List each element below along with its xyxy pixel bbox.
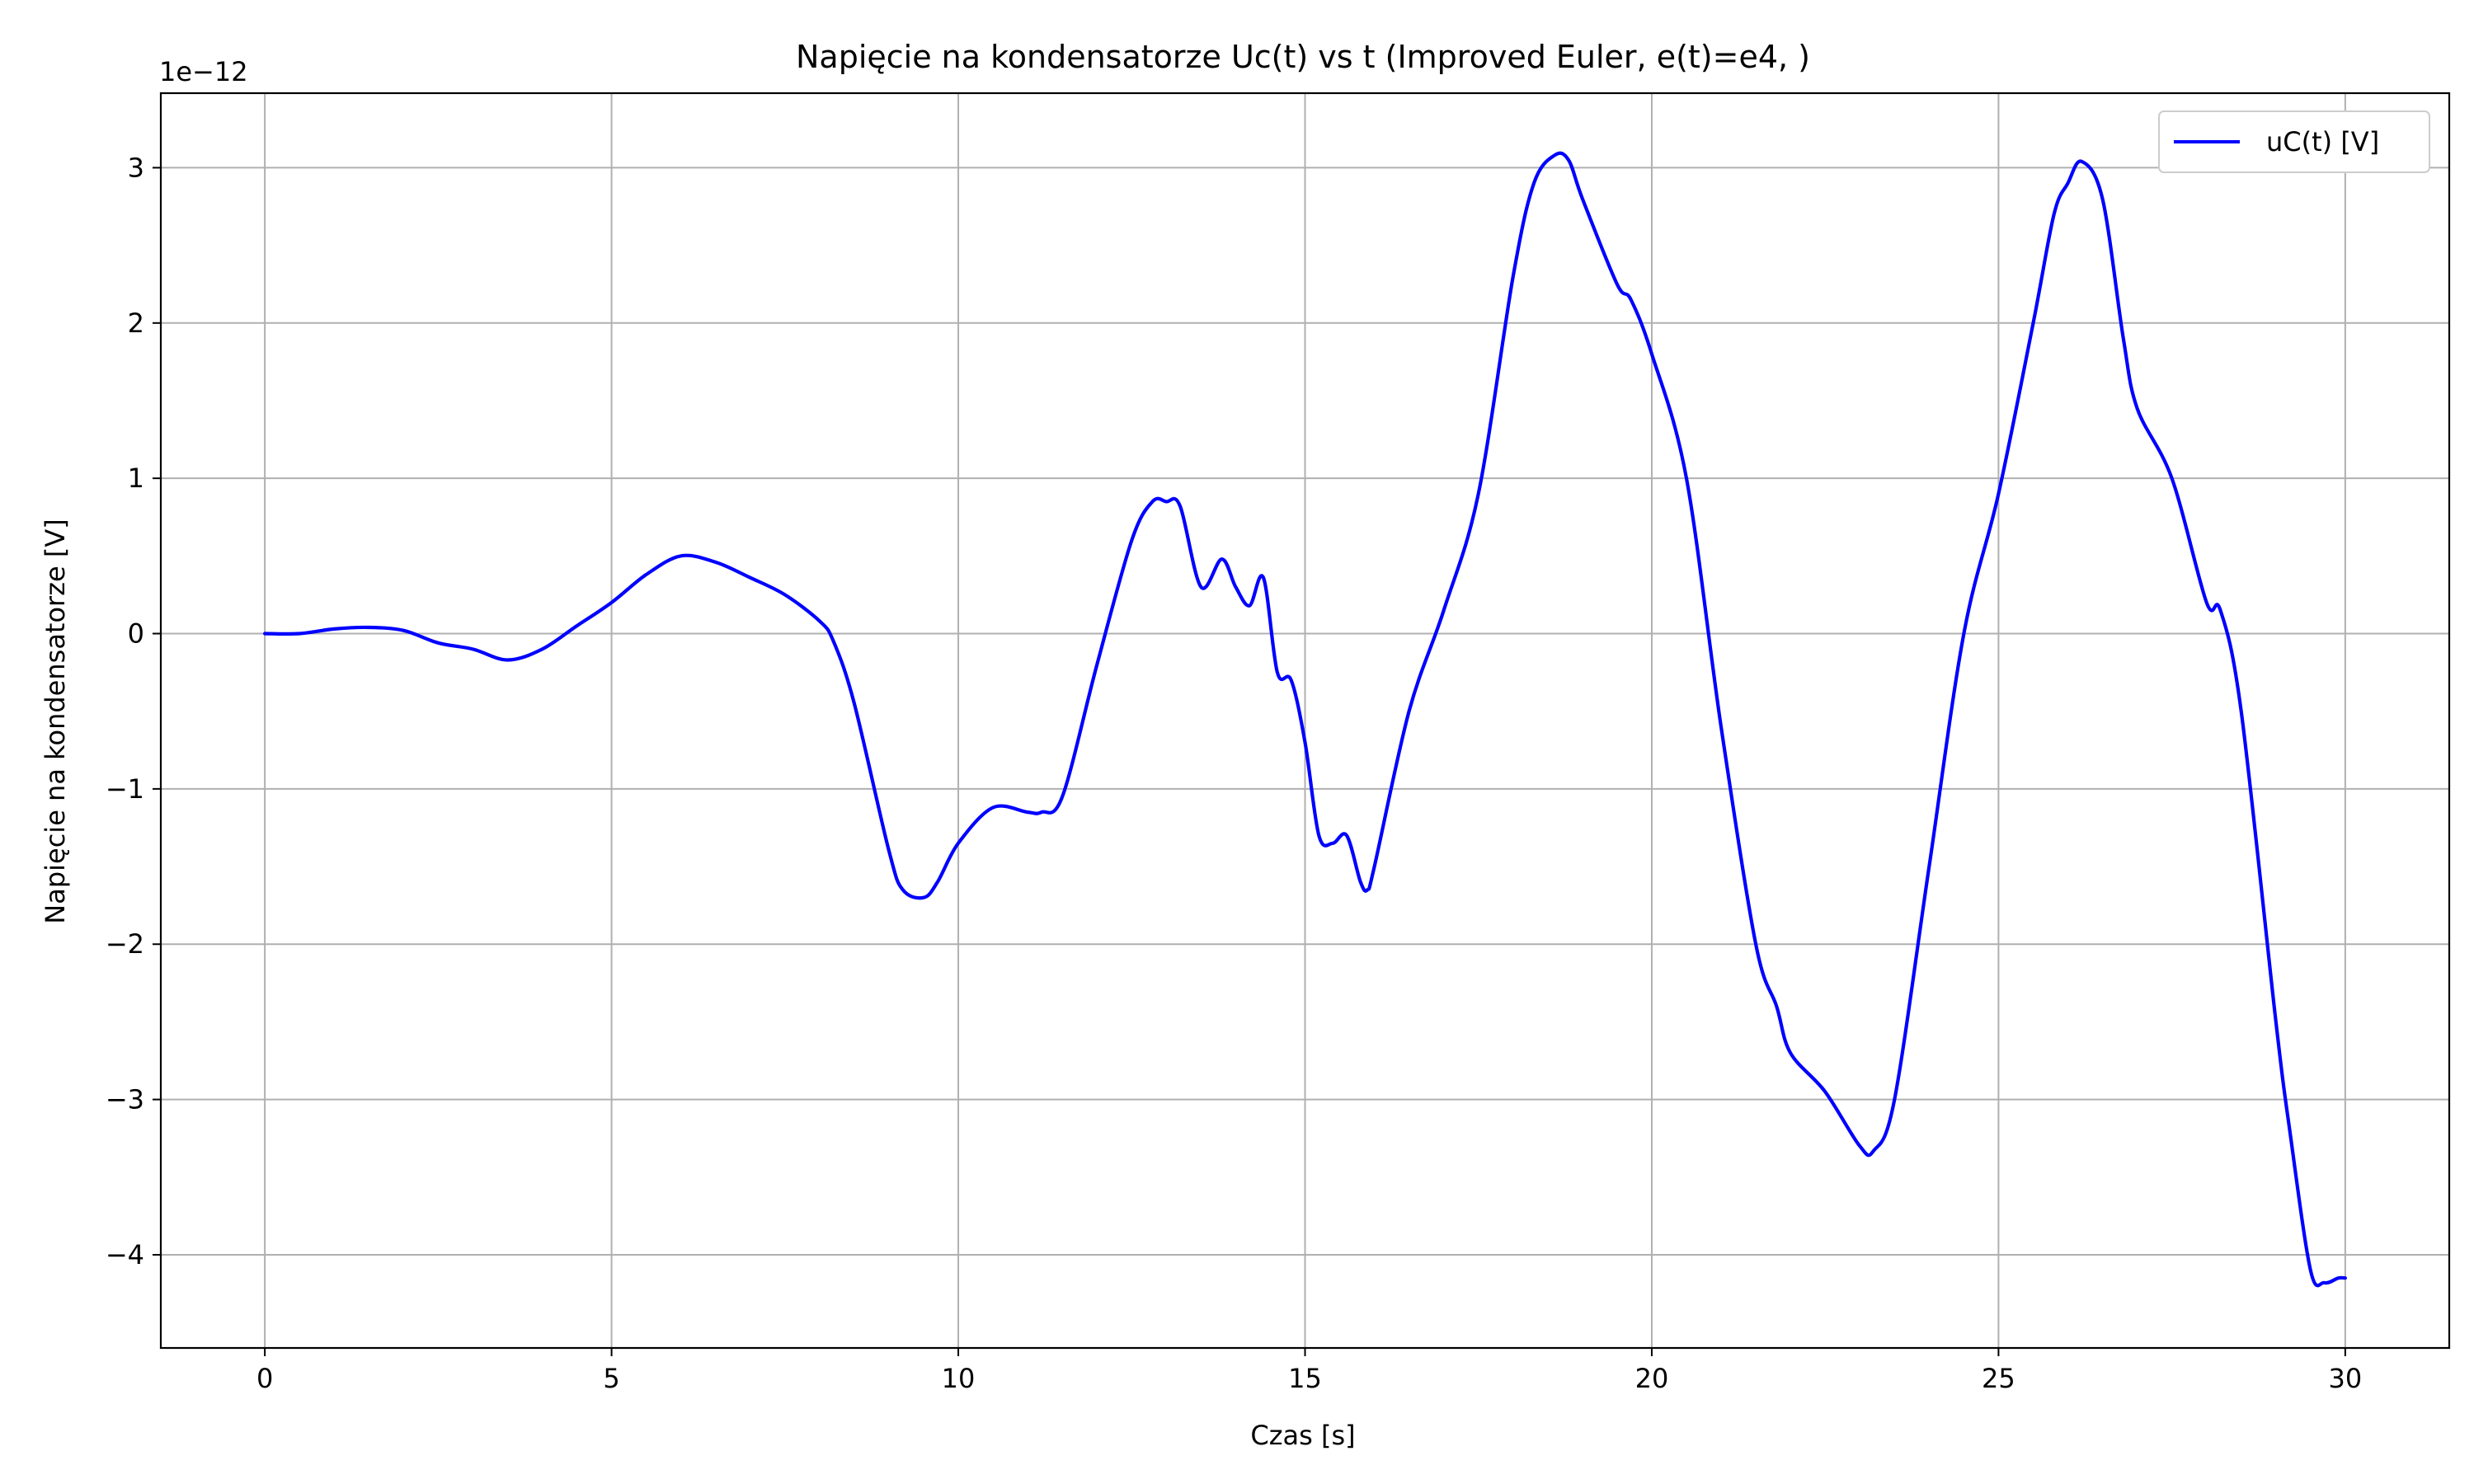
y-tick-label: 0 [128,618,144,650]
y-tick-label: 2 [128,308,144,339]
x-tick-label: 15 [1288,1363,1322,1394]
x-axis-label: Czas [s] [1250,1420,1355,1451]
x-tick-label: 0 [256,1363,273,1394]
x-tick-label: 30 [2329,1363,2363,1394]
x-tick-label: 10 [942,1363,976,1394]
legend: uC(t) [V] [2158,110,2430,173]
y-axis-label: Napięcie na kondensatorze [V] [40,519,71,923]
y-tick-label: 3 [128,152,144,183]
grid [161,93,2449,1348]
y-tick-label: −1 [106,773,144,805]
x-tick-label: 25 [1982,1363,2015,1394]
legend-box [2158,110,2430,173]
y-tick-label: −2 [106,928,144,960]
y-axis-offset-label: 1e−12 [159,56,248,87]
y-tick-label: −4 [106,1239,144,1270]
x-tick-label: 5 [603,1363,619,1394]
series-layer [263,151,2347,1288]
y-tick-label: −3 [106,1084,144,1115]
y-tick-label: 1 [128,463,144,494]
series-line-uc [263,151,2347,1288]
chart-title: Napięcie na kondensatorze Uc(t) vs t (Im… [796,39,1810,75]
x-tick-label: 20 [1635,1363,1669,1394]
legend-item-label: uC(t) [V] [2266,126,2379,157]
